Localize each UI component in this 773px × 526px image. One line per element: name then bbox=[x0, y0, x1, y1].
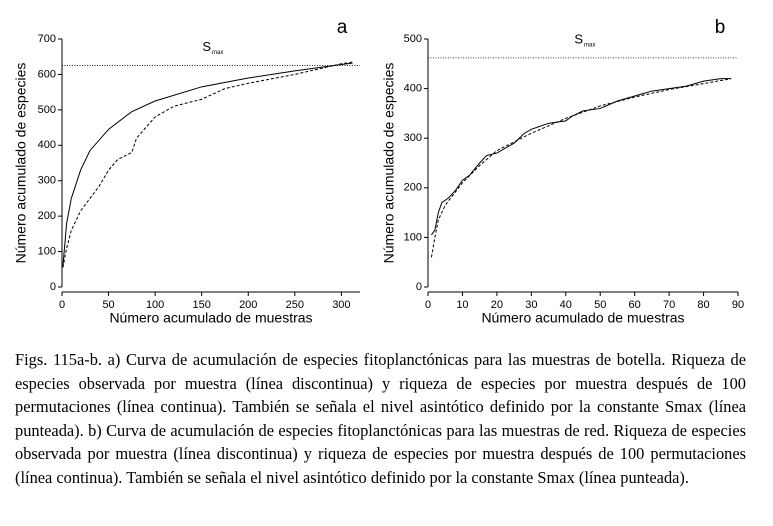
y-axis-label: Número acumulado de especies bbox=[13, 63, 29, 264]
series-line bbox=[431, 78, 732, 236]
x-tick-label: 90 bbox=[732, 299, 744, 311]
x-tick-label: 200 bbox=[239, 299, 257, 311]
x-axis-label: Número acumulado de muestras bbox=[109, 310, 312, 326]
x-tick-label: 50 bbox=[594, 299, 606, 311]
panel-label: a bbox=[337, 17, 348, 38]
series-line bbox=[62, 61, 353, 268]
y-tick-label: 200 bbox=[404, 182, 422, 194]
x-tick-label: 100 bbox=[146, 299, 164, 311]
y-tick-label: 500 bbox=[404, 33, 422, 45]
y-tick-label: 0 bbox=[50, 281, 56, 293]
x-tick-label: 50 bbox=[102, 299, 114, 311]
y-tick-label: 0 bbox=[416, 281, 422, 293]
x-tick-label: 10 bbox=[456, 299, 468, 311]
y-tick-label: 600 bbox=[38, 68, 56, 80]
asymptote-label-sub: max bbox=[584, 42, 595, 48]
x-tick-label: 80 bbox=[697, 299, 709, 311]
y-tick-label: 700 bbox=[38, 33, 56, 45]
x-tick-label: 70 bbox=[663, 299, 675, 311]
panel-label: b bbox=[715, 17, 726, 38]
x-tick-label: 30 bbox=[525, 299, 537, 311]
x-axis-label: Número acumulado de muestras bbox=[481, 310, 684, 326]
x-tick-label: 40 bbox=[560, 299, 572, 311]
x-tick-label: 0 bbox=[425, 299, 431, 311]
x-tick-label: 60 bbox=[629, 299, 641, 311]
y-tick-label: 500 bbox=[38, 104, 56, 116]
y-tick-label: 100 bbox=[38, 245, 56, 257]
x-tick-label: 20 bbox=[491, 299, 503, 311]
y-tick-label: 400 bbox=[404, 83, 422, 95]
x-tick-label: 0 bbox=[59, 299, 65, 311]
x-tick-label: 250 bbox=[286, 299, 304, 311]
y-tick-label: 100 bbox=[404, 231, 422, 243]
caption: Figs. 115a-b. a) Curva de acumulación de… bbox=[15, 350, 746, 487]
asymptote-label-sub: max bbox=[212, 50, 223, 56]
x-tick-label: 150 bbox=[193, 299, 211, 311]
series-line bbox=[62, 62, 353, 266]
y-tick-label: 200 bbox=[38, 210, 56, 222]
asymptote-label: S bbox=[574, 31, 583, 46]
asymptote-label: S bbox=[202, 39, 211, 54]
y-tick-label: 400 bbox=[38, 139, 56, 151]
series-line bbox=[430, 78, 732, 258]
y-axis-label: Número acumulado de especies bbox=[381, 63, 397, 264]
x-tick-label: 300 bbox=[332, 299, 350, 311]
y-tick-label: 300 bbox=[404, 132, 422, 144]
y-tick-label: 300 bbox=[38, 175, 56, 187]
